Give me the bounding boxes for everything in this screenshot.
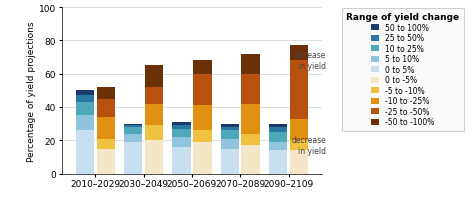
Bar — [290, 119, 308, 141]
Bar — [76, 116, 94, 131]
Bar — [193, 142, 211, 174]
Y-axis label: Percentage of yield projections: Percentage of yield projections — [27, 21, 36, 161]
Bar — [97, 88, 115, 99]
Bar — [290, 61, 308, 119]
Bar — [97, 99, 115, 117]
Bar — [221, 131, 239, 139]
Bar — [76, 102, 94, 116]
Bar — [145, 141, 163, 174]
Text: increase
in yield: increase in yield — [294, 50, 326, 71]
Bar — [145, 66, 163, 88]
Bar — [76, 91, 94, 96]
Bar — [221, 149, 239, 174]
Bar — [269, 142, 287, 150]
Bar — [97, 139, 115, 149]
Bar — [269, 132, 287, 142]
Bar — [241, 74, 260, 104]
Bar — [241, 134, 260, 146]
Bar — [269, 127, 287, 132]
Bar — [145, 88, 163, 104]
Legend: 50 to 100%, 25 to 50%, 10 to 25%, 5 to 10%, 0 to 5%, 0 to -5%, -5 to -10%, -10 t: 50 to 100%, 25 to 50%, 10 to 25%, 5 to 1… — [342, 8, 464, 132]
Bar — [76, 96, 94, 102]
Bar — [193, 74, 211, 106]
Bar — [221, 139, 239, 149]
Bar — [173, 129, 191, 137]
Bar — [124, 127, 143, 134]
Bar — [269, 124, 287, 127]
Bar — [290, 141, 308, 150]
Bar — [269, 150, 287, 174]
Bar — [173, 137, 191, 147]
Bar — [97, 149, 115, 174]
Bar — [124, 124, 143, 126]
Bar — [97, 117, 115, 139]
Bar — [241, 146, 260, 174]
Bar — [221, 127, 239, 131]
Bar — [193, 131, 211, 142]
Bar — [290, 150, 308, 174]
Bar — [76, 131, 94, 174]
Bar — [124, 142, 143, 174]
Bar — [241, 104, 260, 134]
Bar — [173, 126, 191, 129]
Bar — [241, 55, 260, 74]
Bar — [173, 147, 191, 174]
Text: decrease
in yield: decrease in yield — [292, 135, 326, 156]
Bar — [145, 126, 163, 141]
Bar — [221, 124, 239, 127]
Bar — [173, 122, 191, 126]
Bar — [124, 126, 143, 127]
Bar — [124, 134, 143, 142]
Bar — [193, 61, 211, 74]
Bar — [145, 104, 163, 126]
Bar — [193, 106, 211, 131]
Bar — [290, 46, 308, 61]
